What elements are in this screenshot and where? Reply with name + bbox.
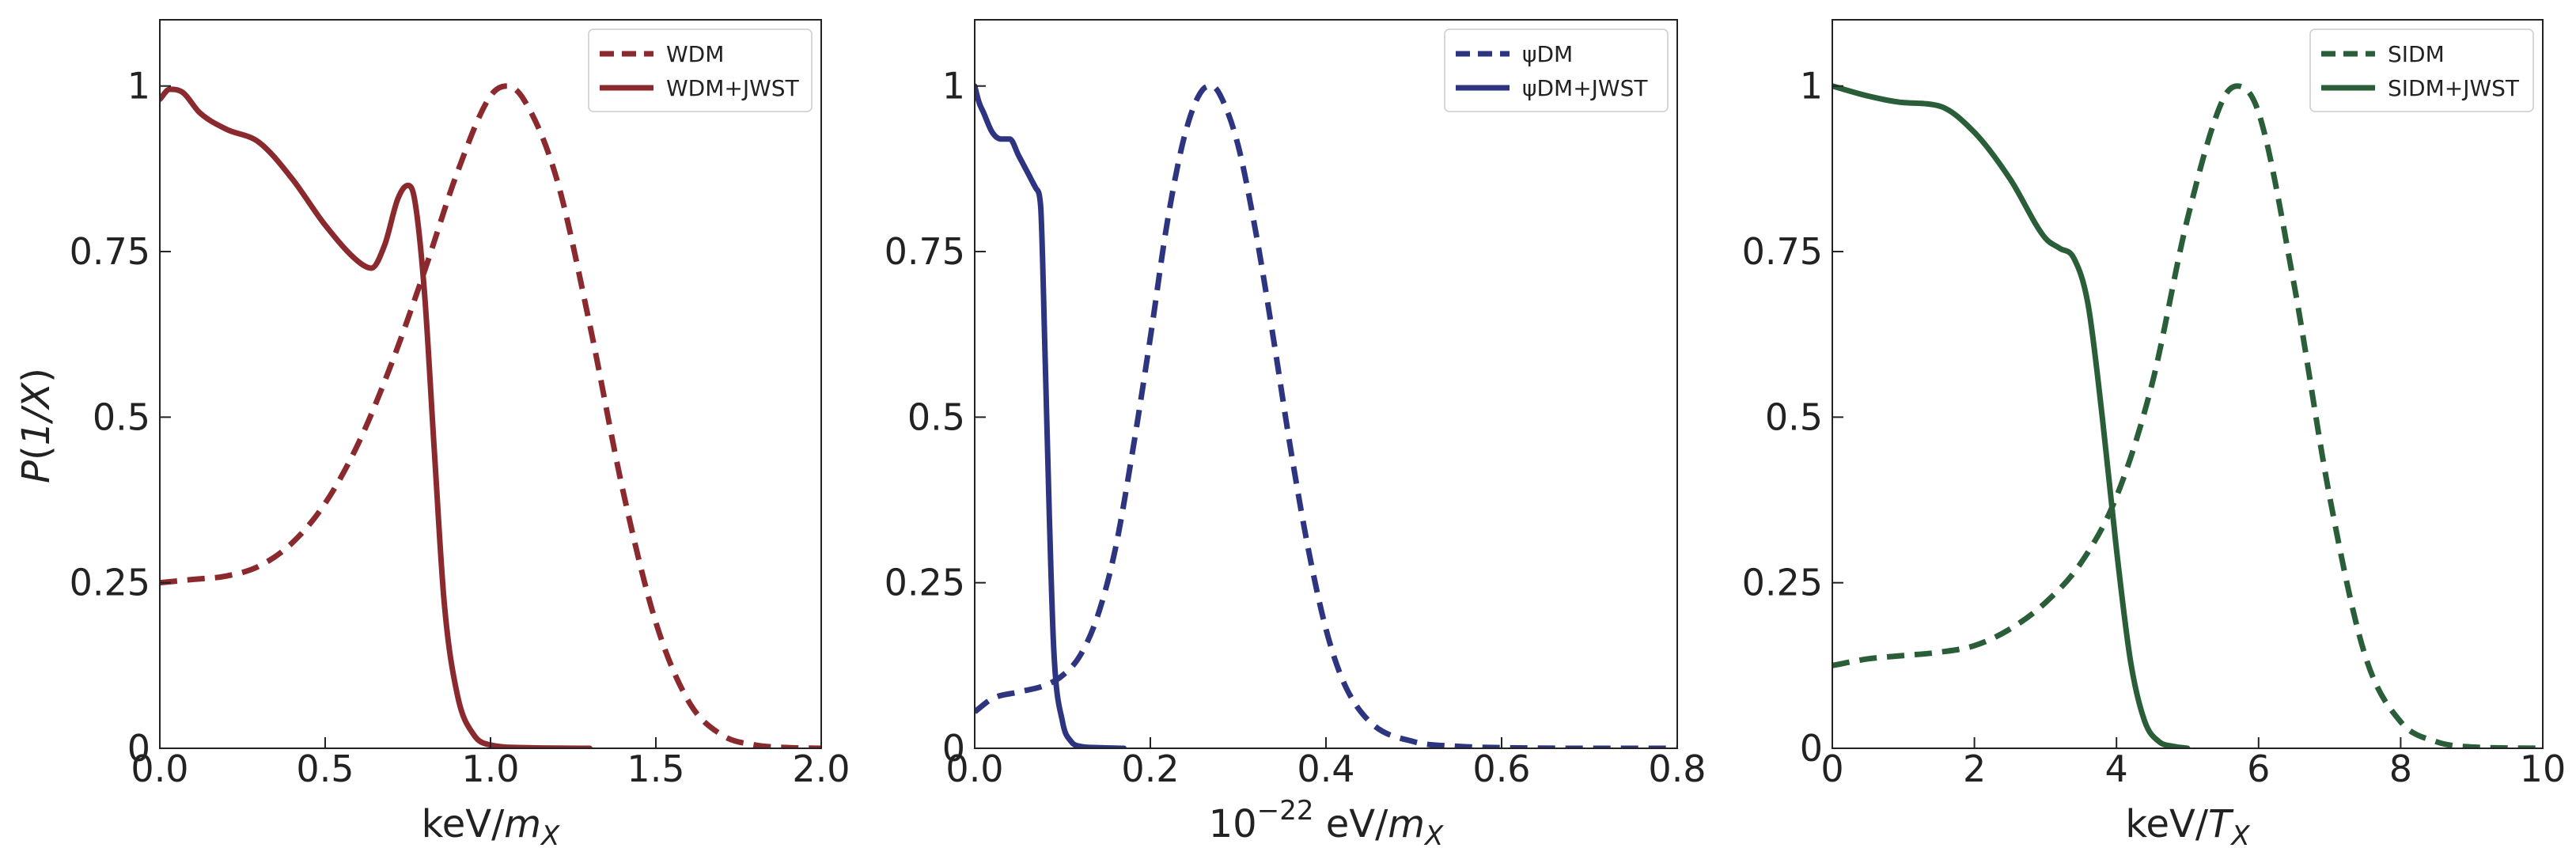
panel-psidm-lines bbox=[975, 83, 1677, 748]
panel-wdm-xtick-label: 2.0 bbox=[792, 748, 850, 790]
legend-label-psidm-1: ψDM+JWST bbox=[1522, 75, 1648, 101]
panel-psidm-ytick-label: 0.75 bbox=[885, 230, 965, 273]
panel-wdm-ytick-label: 0.5 bbox=[93, 396, 150, 438]
panel-sidm-ytick-label: 0.75 bbox=[1742, 230, 1823, 273]
series-line-sidm-jwst bbox=[1832, 83, 2191, 748]
panel-sidm-xtick-label: 6 bbox=[2247, 748, 2270, 790]
panel-wdm-frame bbox=[159, 19, 822, 749]
panel-wdm-legend: WDM WDM+JWST bbox=[588, 28, 813, 112]
y-axis-label-arg: 1/X bbox=[14, 382, 59, 446]
panel-wdm-ytick-label: 0.25 bbox=[70, 562, 150, 604]
panel-psidm-xtick-label: 0.4 bbox=[1297, 748, 1354, 790]
series-line-sidm-prior bbox=[1832, 83, 2543, 748]
y-axis-label: P(1/X) bbox=[14, 368, 59, 483]
panel-sidm-ytick-label: 0 bbox=[1800, 727, 1823, 770]
panel-sidm-xtick-label: 0 bbox=[1820, 748, 1843, 790]
panel-sidm-xtick-label: 8 bbox=[2389, 748, 2412, 790]
panel-psidm-xtick-label: 0.6 bbox=[1472, 748, 1530, 790]
series-line-wdm-jwst bbox=[160, 86, 593, 748]
panel-sidm-legend-box bbox=[2309, 28, 2534, 112]
panel-wdm-ytick-label: 0 bbox=[127, 727, 150, 770]
panel-psidm-ytick-label: 1 bbox=[942, 65, 965, 108]
panel-sidm-frame bbox=[1832, 19, 2544, 749]
panel-sidm-ytick-label: 1 bbox=[1800, 65, 1823, 108]
panel-wdm: 0.0 0.5 1.0 1.5 2.0 0 0.25 0.5 0.75 1 WDM WDM+JWST… bbox=[70, 19, 850, 852]
panel-psidm-ytick-label: 0.25 bbox=[885, 562, 965, 604]
panel-wdm-lines bbox=[160, 83, 821, 748]
y-axis-label-main: P bbox=[14, 460, 59, 483]
panel-wdm-xtick-label: 1.5 bbox=[627, 748, 684, 790]
panel-wdm-xtick-label: 1.0 bbox=[461, 748, 519, 790]
panel-psidm-xtick-label: 0.2 bbox=[1121, 748, 1179, 790]
panel-psidm-legend: ψDM ψDM+JWST bbox=[1444, 28, 1669, 112]
series-line-wdm-prior bbox=[160, 83, 821, 748]
panel-sidm: 0 2 4 6 8 10 0 0.25 0.5 0.75 1 SIDM SIDM+JWST keV/T… bbox=[1742, 19, 2567, 852]
panel-wdm-xlabel: keV/mX bbox=[422, 802, 560, 852]
panel-sidm-xtick-label: 10 bbox=[2520, 748, 2567, 790]
panel-psidm-legend-box bbox=[1444, 28, 1669, 112]
panel-sidm-plot-area: 0 2 4 6 8 10 0 0.25 0.5 0.75 1 bbox=[1742, 65, 2567, 790]
legend-label-sidm-0: SIDM bbox=[2388, 41, 2445, 67]
panel-psidm-ytick-label: 0.5 bbox=[907, 396, 965, 438]
panel-sidm-ytick-label: 0.5 bbox=[1765, 396, 1823, 438]
panel-sidm-lines bbox=[1832, 83, 2543, 748]
series-line-psidm-prior bbox=[975, 83, 1677, 748]
series-line-psidm-jwst bbox=[975, 83, 1127, 748]
panel-sidm-ytick-label: 0.25 bbox=[1742, 562, 1823, 604]
panel-psidm-ytick-label: 0 bbox=[942, 727, 965, 770]
panel-psidm-xtick-label: 0.0 bbox=[945, 748, 1003, 790]
panel-wdm-xtick-label: 0.0 bbox=[131, 748, 188, 790]
panel-wdm-legend-box bbox=[588, 28, 813, 112]
panel-wdm-ytick-label: 0.75 bbox=[70, 230, 150, 273]
panel-psidm: 0.0 0.2 0.4 0.6 0.8 0 0.25 0.5 0.75 1 ψDM ψDM+JWST… bbox=[885, 19, 1707, 852]
panel-psidm-plot-area: 0.0 0.2 0.4 0.6 0.8 0 0.25 0.5 0.75 1 bbox=[885, 65, 1707, 790]
panel-psidm-frame bbox=[974, 19, 1678, 749]
panel-wdm-xtick-label: 0.5 bbox=[296, 748, 354, 790]
panel-wdm-ytick-label: 1 bbox=[127, 65, 150, 108]
legend-label-psidm-0: ψDM bbox=[1522, 41, 1573, 67]
panel-sidm-xtick-label: 4 bbox=[2105, 748, 2128, 790]
panel-sidm-xlabel: keV/TX bbox=[2125, 802, 2250, 852]
legend-label-wdm-1: WDM+JWST bbox=[666, 75, 800, 101]
legend-label-wdm-0: WDM bbox=[666, 41, 724, 67]
panel-psidm-xtick-label: 0.8 bbox=[1648, 748, 1706, 790]
panel-psidm-xlabel: 10−22 eV/mX bbox=[1209, 795, 1444, 852]
legend-label-sidm-1: SIDM+JWST bbox=[2388, 75, 2520, 101]
panel-sidm-xtick-label: 2 bbox=[1963, 748, 1986, 790]
panel-sidm-legend: SIDM SIDM+JWST bbox=[2309, 28, 2534, 112]
panel-wdm-plot-area: 0.0 0.5 1.0 1.5 2.0 0 0.25 0.5 0.75 1 bbox=[70, 65, 850, 790]
